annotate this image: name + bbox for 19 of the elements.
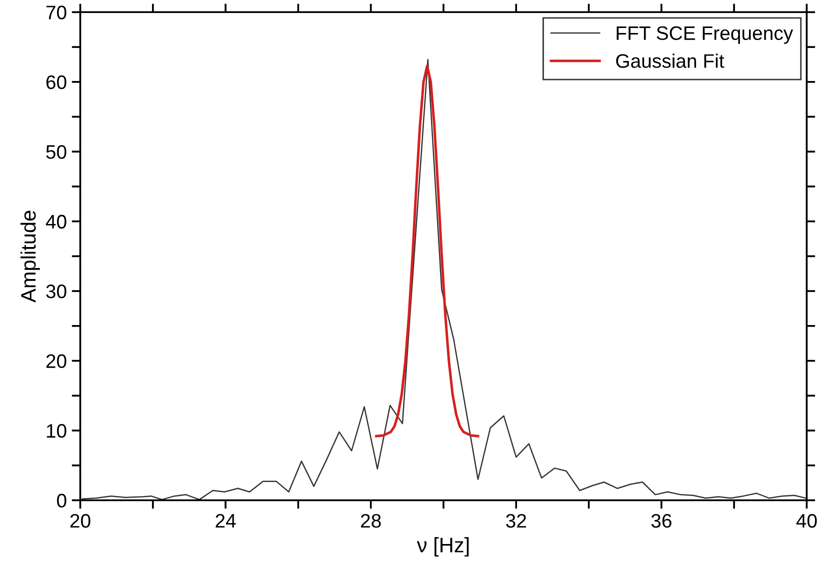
y-tick-label: 60 xyxy=(46,75,66,90)
y-axis-title: Amplitude xyxy=(20,210,40,302)
x-tick-label: 24 xyxy=(216,514,236,528)
y-tick-label: 10 xyxy=(46,424,66,438)
y-tick-label: 20 xyxy=(46,354,66,368)
x-tick-label: 28 xyxy=(361,514,381,528)
x-tick-label: 36 xyxy=(651,514,672,528)
y-tick-label: 40 xyxy=(46,214,66,229)
x-tick-label: 40 xyxy=(796,514,817,528)
line-series xyxy=(375,64,480,438)
legend-label: FFT SCE Frequency xyxy=(616,26,794,44)
x-axis-title: ν [Hz] xyxy=(416,537,469,557)
y-tick-label: 0 xyxy=(57,494,66,508)
legend-label: Gaussian Fit xyxy=(616,54,724,68)
y-tick-label: 70 xyxy=(46,6,66,20)
y-tick-label: 30 xyxy=(46,284,66,298)
x-tick-label: 32 xyxy=(506,514,526,528)
x-tick-label: 20 xyxy=(70,514,90,528)
y-tick-label: 50 xyxy=(46,145,66,159)
